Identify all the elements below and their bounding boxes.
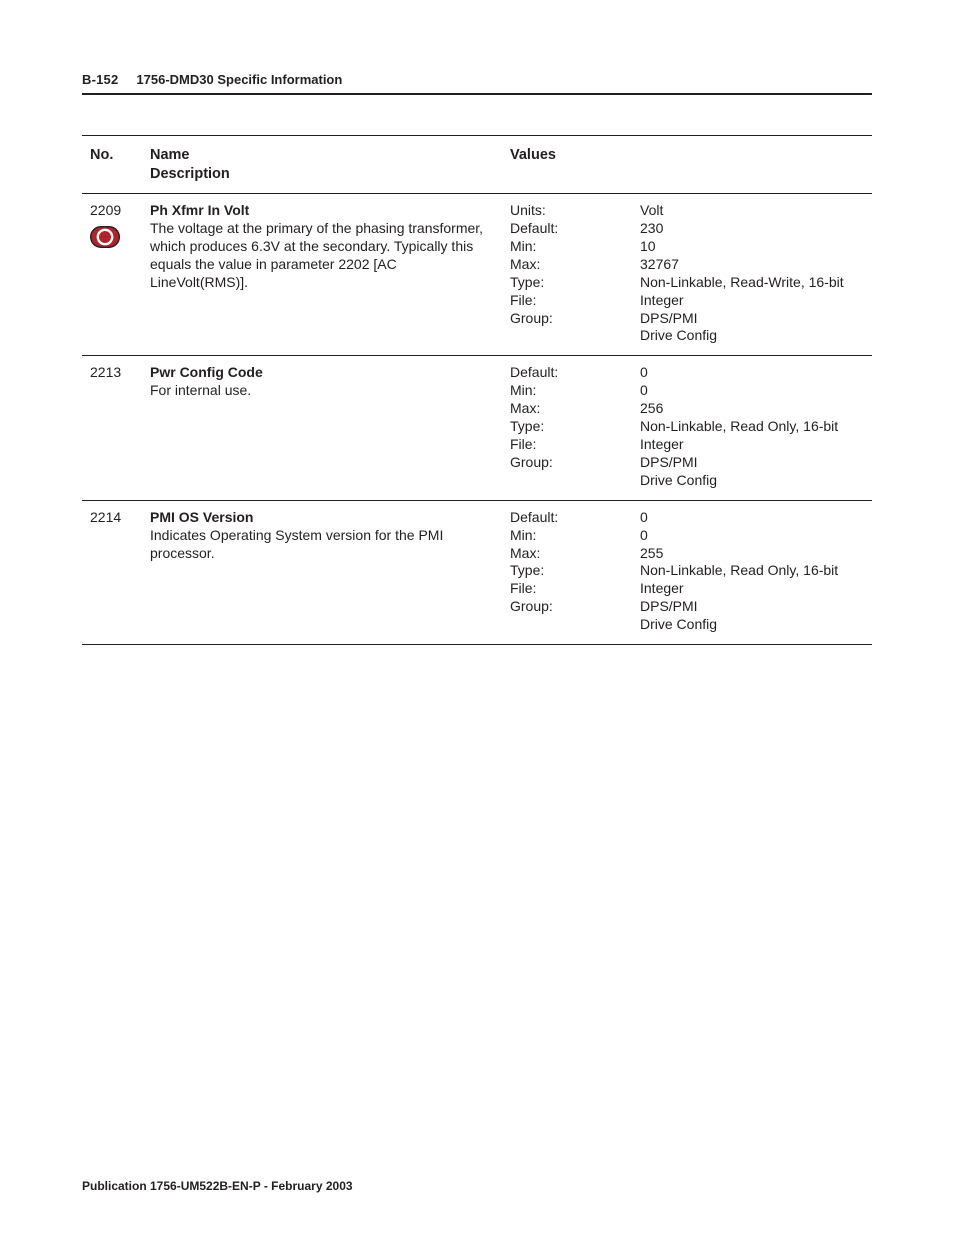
param-name-cell: PMI OS Version Indicates Operating Syste…	[142, 500, 502, 644]
param-value-values: 0 0 256 Non-Linkable, Read Only, 16-bit …	[632, 356, 872, 500]
param-name: PMI OS Version	[150, 509, 494, 527]
table-row: 2209 Ph Xfmr In Volt The voltage at the …	[82, 194, 872, 356]
param-value-values: Volt 230 10 32767 Non-Linkable, Read-Wri…	[632, 194, 872, 356]
header-name-line1: Name	[150, 146, 494, 165]
running-header: B-152 1756-DMD30 Specific Information	[82, 72, 872, 95]
param-description: Indicates Operating System version for t…	[150, 527, 494, 563]
page-number: B-152	[82, 72, 118, 87]
param-value-labels: Default: Min: Max: Type: File: Group:	[502, 500, 632, 644]
param-name-cell: Ph Xfmr In Volt The voltage at the prima…	[142, 194, 502, 356]
param-no-cell: 2209	[82, 194, 142, 356]
param-no: 2214	[90, 509, 134, 527]
param-value-values: 0 0 255 Non-Linkable, Read Only, 16-bit …	[632, 500, 872, 644]
table-header-row: No. Name Description Values	[82, 136, 872, 194]
table-row: 2213 Pwr Config Code For internal use. D…	[82, 356, 872, 500]
param-value-labels: Default: Min: Max: Type: File: Group:	[502, 356, 632, 500]
table-row: 2214 PMI OS Version Indicates Operating …	[82, 500, 872, 644]
param-no-cell: 2214	[82, 500, 142, 644]
param-name: Ph Xfmr In Volt	[150, 202, 494, 220]
section-title: 1756-DMD30 Specific Information	[136, 72, 342, 87]
publication-footer: Publication 1756-UM522B-EN-P - February …	[82, 1179, 353, 1193]
header-no: No.	[82, 136, 142, 194]
param-name-cell: Pwr Config Code For internal use.	[142, 356, 502, 500]
header-name: Name Description	[142, 136, 502, 194]
param-description: For internal use.	[150, 382, 494, 400]
param-no: 2209	[90, 202, 134, 220]
param-name: Pwr Config Code	[150, 364, 494, 382]
param-no: 2213	[90, 364, 134, 382]
param-value-labels: Units: Default: Min: Max: Type: File: Gr…	[502, 194, 632, 356]
param-description: The voltage at the primary of the phasin…	[150, 220, 494, 292]
param-no-cell: 2213	[82, 356, 142, 500]
parameters-table: No. Name Description Values 2209 Ph Xfmr…	[82, 135, 872, 645]
db-store-icon	[90, 226, 120, 253]
header-name-line2: Description	[150, 165, 494, 184]
header-values: Values	[502, 136, 872, 194]
